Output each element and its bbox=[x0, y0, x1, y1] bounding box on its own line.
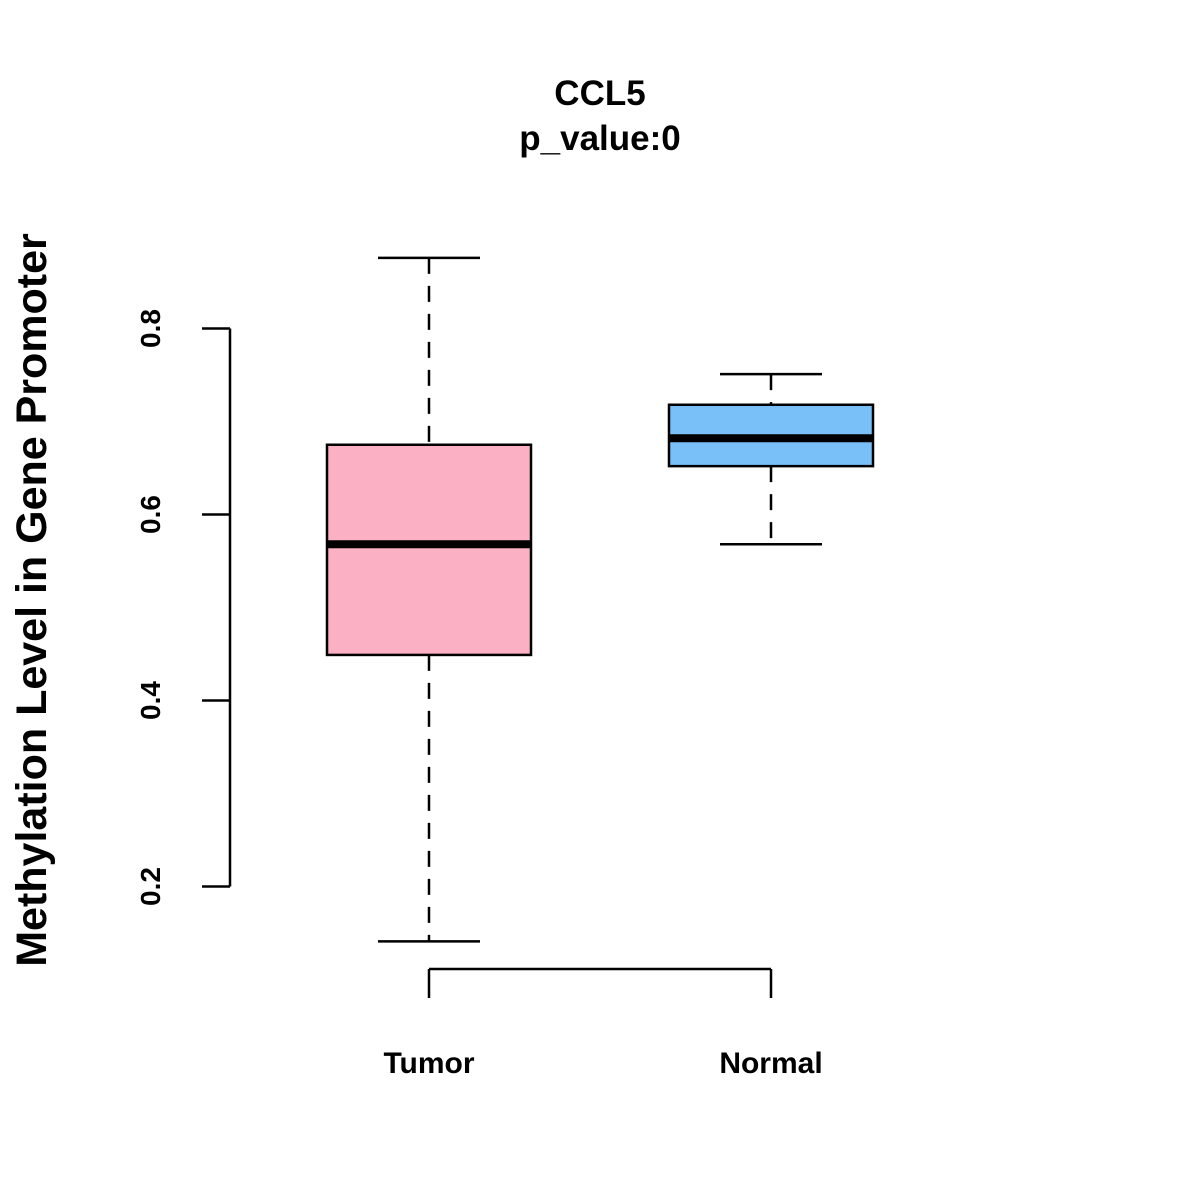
chart-title: CCL5 bbox=[554, 74, 645, 113]
y-tick-label: 0.6 bbox=[135, 495, 166, 534]
y-tick-label: 0.8 bbox=[135, 309, 166, 348]
chart-subtitle: p_value:0 bbox=[519, 119, 680, 158]
y-tick-label: 0.2 bbox=[135, 867, 166, 906]
x-axis: Tumor Normal bbox=[383, 967, 823, 1080]
box-iqr bbox=[325, 443, 533, 657]
y-axis: 0.2 0.4 0.6 0.8 bbox=[135, 309, 232, 906]
box-tumor bbox=[325, 256, 533, 943]
y-tick-label: 0.4 bbox=[135, 681, 166, 720]
y-axis-label: Methylation Level in Gene Promoter bbox=[8, 233, 56, 967]
boxes bbox=[325, 256, 875, 943]
x-tick-label-tumor: Tumor bbox=[383, 1047, 474, 1080]
x-tick-label-normal: Normal bbox=[719, 1047, 822, 1080]
box-normal bbox=[667, 372, 875, 546]
